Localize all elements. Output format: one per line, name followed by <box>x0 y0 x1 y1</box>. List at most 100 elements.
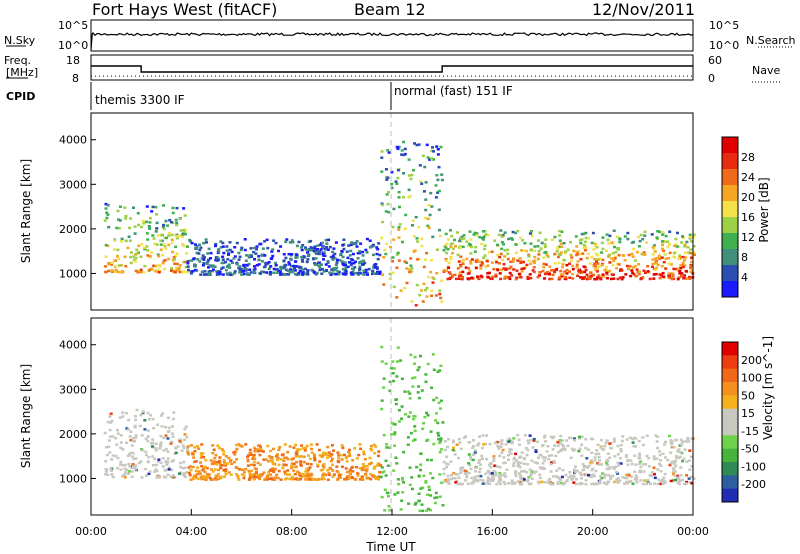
velocity-cell <box>675 474 679 478</box>
velocity-cell <box>656 468 660 471</box>
power-cell <box>304 248 308 251</box>
velocity-cell <box>538 466 542 469</box>
velocity-cell <box>616 472 619 475</box>
velocity-cell <box>199 452 203 455</box>
power-cell <box>173 258 177 261</box>
velocity-cell <box>298 455 302 459</box>
velocity-cell <box>154 468 158 471</box>
velocity-cell <box>581 463 585 466</box>
velocity-cell <box>263 478 267 481</box>
velocity-cell <box>564 473 568 477</box>
velocity-cell <box>283 456 287 459</box>
velocity-cell <box>568 471 572 474</box>
power-cell <box>623 235 627 238</box>
power-cell <box>288 241 292 244</box>
power-cell <box>678 270 682 273</box>
power-cell <box>397 226 401 229</box>
power-cell <box>237 258 241 261</box>
velocity-cell <box>257 450 261 453</box>
velocity-cell <box>149 413 152 417</box>
power-cell <box>681 235 685 238</box>
power-cell <box>514 243 518 246</box>
power-cell <box>613 257 617 260</box>
power-cell <box>282 253 286 256</box>
velocity-cell <box>216 472 220 476</box>
power-cell <box>634 274 638 278</box>
velocity-cell <box>181 444 185 447</box>
velocity-cell <box>672 468 676 471</box>
velocity-cell <box>332 449 335 452</box>
colorbar-tick-label: 8 <box>741 251 748 264</box>
velocity-cell <box>402 450 406 454</box>
power-cell <box>646 265 650 268</box>
power-cell <box>383 248 387 252</box>
velocity-cell <box>549 482 553 486</box>
power-cell <box>432 150 435 153</box>
power-cell <box>293 272 297 276</box>
velocity-cell <box>218 456 222 459</box>
noise-trace <box>90 32 694 51</box>
power-cell <box>166 224 169 227</box>
power-cell <box>349 241 353 245</box>
power-cell <box>326 248 330 251</box>
velocity-cell <box>464 435 468 438</box>
velocity-cell <box>525 479 529 483</box>
velocity-cell <box>469 458 473 461</box>
power-cell <box>564 250 567 253</box>
velocity-cell <box>466 482 470 485</box>
power-cell <box>182 260 186 264</box>
power-cell <box>560 230 564 233</box>
velocity-cell <box>174 446 178 449</box>
power-cell <box>332 267 336 270</box>
power-cell <box>375 272 379 275</box>
power-cell <box>104 207 108 210</box>
power-cell <box>288 270 292 274</box>
power-cell <box>447 266 450 270</box>
power-cell <box>503 249 507 252</box>
velocity-cell <box>331 463 334 467</box>
power-cell <box>264 261 268 265</box>
velocity-cell <box>498 471 502 475</box>
power-cell <box>156 234 160 237</box>
power-cell <box>486 272 490 275</box>
power-cell <box>162 227 166 231</box>
velocity-cell <box>438 450 442 454</box>
power-cell <box>604 249 608 252</box>
velocity-cell <box>208 476 212 480</box>
power-cell <box>485 259 489 263</box>
power-cell <box>115 226 119 230</box>
velocity-cell <box>399 508 403 511</box>
power-cell <box>435 248 439 251</box>
power-cell <box>140 225 144 229</box>
power-cell <box>117 257 121 260</box>
velocity-cell <box>454 481 458 484</box>
velocity-cell <box>353 477 357 481</box>
power-cell <box>692 245 696 248</box>
velocity-cell <box>680 443 683 446</box>
power-cell <box>381 220 385 224</box>
power-cell <box>233 255 237 258</box>
velocity-cell <box>631 437 635 441</box>
colorbar-segment <box>722 382 738 396</box>
velocity-cell <box>484 442 488 446</box>
velocity-cell <box>110 473 114 476</box>
colorbar-tick-label: 4 <box>741 271 748 284</box>
velocity-cell <box>620 439 624 443</box>
velocity-cell <box>518 482 522 486</box>
velocity-cell <box>555 475 559 478</box>
velocity-cell <box>656 435 660 438</box>
power-cell <box>607 242 611 245</box>
velocity-cell <box>589 459 593 462</box>
power-cell <box>331 258 335 261</box>
power-cell <box>615 267 619 270</box>
power-cell <box>171 206 175 210</box>
velocity-cell <box>541 456 545 459</box>
velocity-cell <box>276 453 279 456</box>
velocity-cell <box>464 479 467 482</box>
velocity-cell <box>685 474 689 477</box>
velocity-cell <box>655 457 659 460</box>
velocity-cell <box>181 467 185 470</box>
velocity-cell <box>646 478 650 482</box>
power-cell <box>253 258 256 261</box>
power-cell <box>481 263 485 266</box>
